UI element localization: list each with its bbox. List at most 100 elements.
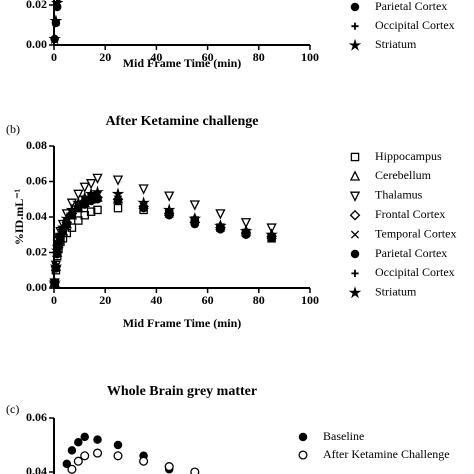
marker [48, 276, 61, 289]
marker [54, 228, 67, 241]
marker [113, 203, 123, 213]
marker [93, 435, 102, 444]
x-tick-label: 60 [202, 293, 214, 307]
marker [350, 152, 360, 162]
legend-label: Frontal Cortex [375, 207, 445, 221]
marker [78, 190, 92, 203]
marker [112, 175, 124, 186]
marker [93, 205, 102, 215]
marker [164, 462, 174, 472]
marker [139, 456, 149, 466]
marker [348, 38, 362, 51]
marker [66, 198, 78, 209]
marker [92, 173, 103, 185]
y-tick-label: 0.00 [26, 37, 47, 51]
x-tick-label: 40 [150, 293, 162, 307]
y-tick-label: 0.00 [26, 280, 47, 294]
marker [113, 451, 123, 461]
marker [86, 207, 96, 216]
y-tick-label: 0.02 [26, 244, 47, 258]
legend-label: Striatum [375, 37, 417, 51]
legend-label: Occipital Cortex [375, 18, 455, 32]
legend-label: Striatum [375, 285, 417, 299]
legend-label: Thalamus [375, 188, 423, 202]
marker [350, 2, 360, 12]
x-tick-label: 80 [253, 293, 265, 307]
marker [298, 450, 308, 460]
marker [93, 195, 102, 203]
marker [266, 223, 277, 234]
legend-label: Baseline [323, 429, 364, 443]
marker [56, 221, 70, 233]
y-tick-label: 0.04 [26, 209, 47, 223]
marker [191, 220, 199, 228]
marker [351, 269, 359, 277]
marker [74, 216, 83, 225]
marker [79, 182, 90, 193]
legend-label: Hippocampus [375, 149, 442, 163]
marker [113, 440, 123, 450]
marker [350, 230, 360, 239]
marker [67, 446, 77, 455]
marker [91, 185, 104, 198]
marker [351, 22, 359, 30]
x-tick-label: 0 [51, 50, 57, 64]
marker [165, 211, 173, 219]
marker [92, 448, 103, 458]
marker [81, 199, 89, 207]
x-tick-label: 20 [99, 50, 111, 64]
marker [50, 244, 64, 257]
marker [80, 451, 90, 461]
marker [114, 197, 122, 205]
x-tick-label: 40 [150, 50, 162, 64]
marker [49, 14, 63, 27]
y-tick-label: 0.06 [26, 410, 47, 424]
marker [137, 196, 150, 209]
marker [349, 191, 361, 202]
y-tick-label: 0.06 [26, 173, 47, 187]
y-tick-label: 0.02 [26, 0, 47, 11]
x-tick-label: 60 [202, 50, 214, 64]
x-tick-label: 80 [253, 50, 265, 64]
marker [265, 228, 278, 241]
marker [85, 179, 97, 190]
marker [140, 204, 148, 212]
marker [298, 432, 308, 442]
chart-title: After Ketamine challenge [106, 114, 259, 129]
x-tick-label: 0 [51, 293, 57, 307]
marker [349, 170, 361, 181]
x-axis-label: Mid Frame Time (min) [123, 56, 242, 70]
marker [87, 195, 95, 203]
marker [215, 209, 226, 220]
y-tick-label: 0.08 [26, 138, 47, 152]
marker [190, 467, 200, 474]
marker [84, 187, 98, 200]
panel-label: (b) [6, 122, 20, 136]
marker [65, 203, 79, 216]
x-tick-label: 20 [99, 293, 111, 307]
marker [73, 189, 84, 200]
x-tick-label: 100 [301, 293, 319, 307]
marker [348, 286, 362, 299]
y-tick-label: 0.04 [26, 464, 47, 474]
marker [164, 191, 175, 202]
chart-title: Whole Brain grey matter [107, 384, 257, 399]
marker [240, 218, 252, 229]
marker [50, 0, 64, 9]
marker [214, 219, 227, 232]
y-axis-label: %ID.mL⁻¹ [12, 188, 26, 245]
marker [60, 212, 74, 225]
legend-label: Occipital Cortex [375, 265, 455, 279]
marker [73, 456, 83, 466]
marker [350, 249, 360, 259]
x-axis-label: Mid Frame Time (min) [123, 316, 242, 330]
marker [74, 438, 83, 447]
marker [111, 187, 125, 200]
panel-label: (c) [6, 402, 19, 416]
marker [349, 209, 361, 221]
marker [188, 212, 202, 225]
marker [49, 260, 63, 273]
marker [52, 235, 65, 248]
